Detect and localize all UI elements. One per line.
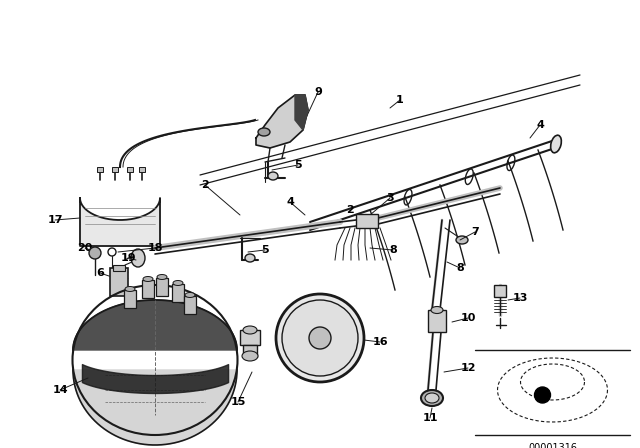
Bar xyxy=(240,330,260,345)
Ellipse shape xyxy=(185,293,195,297)
Bar xyxy=(112,167,118,172)
Ellipse shape xyxy=(243,326,257,334)
Ellipse shape xyxy=(550,135,561,153)
Bar xyxy=(156,278,168,296)
Ellipse shape xyxy=(245,254,255,262)
Bar xyxy=(172,284,184,302)
Ellipse shape xyxy=(276,294,364,382)
Text: 7: 7 xyxy=(471,227,479,237)
Text: 6: 6 xyxy=(96,268,104,278)
Text: 3: 3 xyxy=(386,193,394,203)
Bar xyxy=(127,167,133,172)
Polygon shape xyxy=(295,95,308,130)
Ellipse shape xyxy=(143,276,153,281)
Text: 4: 4 xyxy=(286,197,294,207)
Polygon shape xyxy=(73,300,237,350)
Ellipse shape xyxy=(309,327,331,349)
Text: 16: 16 xyxy=(372,337,388,347)
Text: 17: 17 xyxy=(47,215,63,225)
Ellipse shape xyxy=(258,128,270,136)
Text: 9: 9 xyxy=(314,87,322,97)
Bar xyxy=(243,345,257,357)
Ellipse shape xyxy=(157,275,167,280)
Text: 18: 18 xyxy=(147,243,163,253)
Text: 5: 5 xyxy=(294,160,302,170)
Text: 13: 13 xyxy=(512,293,528,303)
Text: 11: 11 xyxy=(422,413,438,423)
Text: 4: 4 xyxy=(536,120,544,130)
Bar xyxy=(110,268,128,296)
Text: 10: 10 xyxy=(460,313,476,323)
Ellipse shape xyxy=(89,247,101,259)
Ellipse shape xyxy=(421,390,443,406)
Text: 8: 8 xyxy=(389,245,397,255)
Ellipse shape xyxy=(125,287,135,292)
Ellipse shape xyxy=(131,249,145,267)
Ellipse shape xyxy=(268,172,278,180)
Bar xyxy=(494,285,506,297)
Text: 5: 5 xyxy=(261,245,269,255)
Text: 00001316: 00001316 xyxy=(528,443,577,448)
Polygon shape xyxy=(256,95,308,148)
Circle shape xyxy=(534,387,550,403)
Bar xyxy=(124,290,136,308)
Ellipse shape xyxy=(425,393,439,403)
Text: 2: 2 xyxy=(346,205,354,215)
Ellipse shape xyxy=(173,280,183,285)
Text: 12: 12 xyxy=(460,363,476,373)
Text: 1: 1 xyxy=(396,95,404,105)
Bar xyxy=(97,167,103,172)
Ellipse shape xyxy=(282,300,358,376)
Text: 20: 20 xyxy=(77,243,93,253)
Text: 8: 8 xyxy=(456,263,464,273)
Text: 14: 14 xyxy=(52,385,68,395)
Bar xyxy=(142,280,154,298)
Text: 15: 15 xyxy=(230,397,246,407)
Bar xyxy=(113,265,125,271)
Bar xyxy=(184,296,196,314)
Bar xyxy=(139,167,145,172)
Text: 2: 2 xyxy=(201,180,209,190)
Ellipse shape xyxy=(242,351,258,361)
Text: 19: 19 xyxy=(120,253,136,263)
Bar xyxy=(356,214,378,228)
Bar xyxy=(428,310,446,332)
Ellipse shape xyxy=(431,306,443,314)
Polygon shape xyxy=(80,198,160,246)
Ellipse shape xyxy=(456,236,468,244)
Polygon shape xyxy=(73,370,237,445)
